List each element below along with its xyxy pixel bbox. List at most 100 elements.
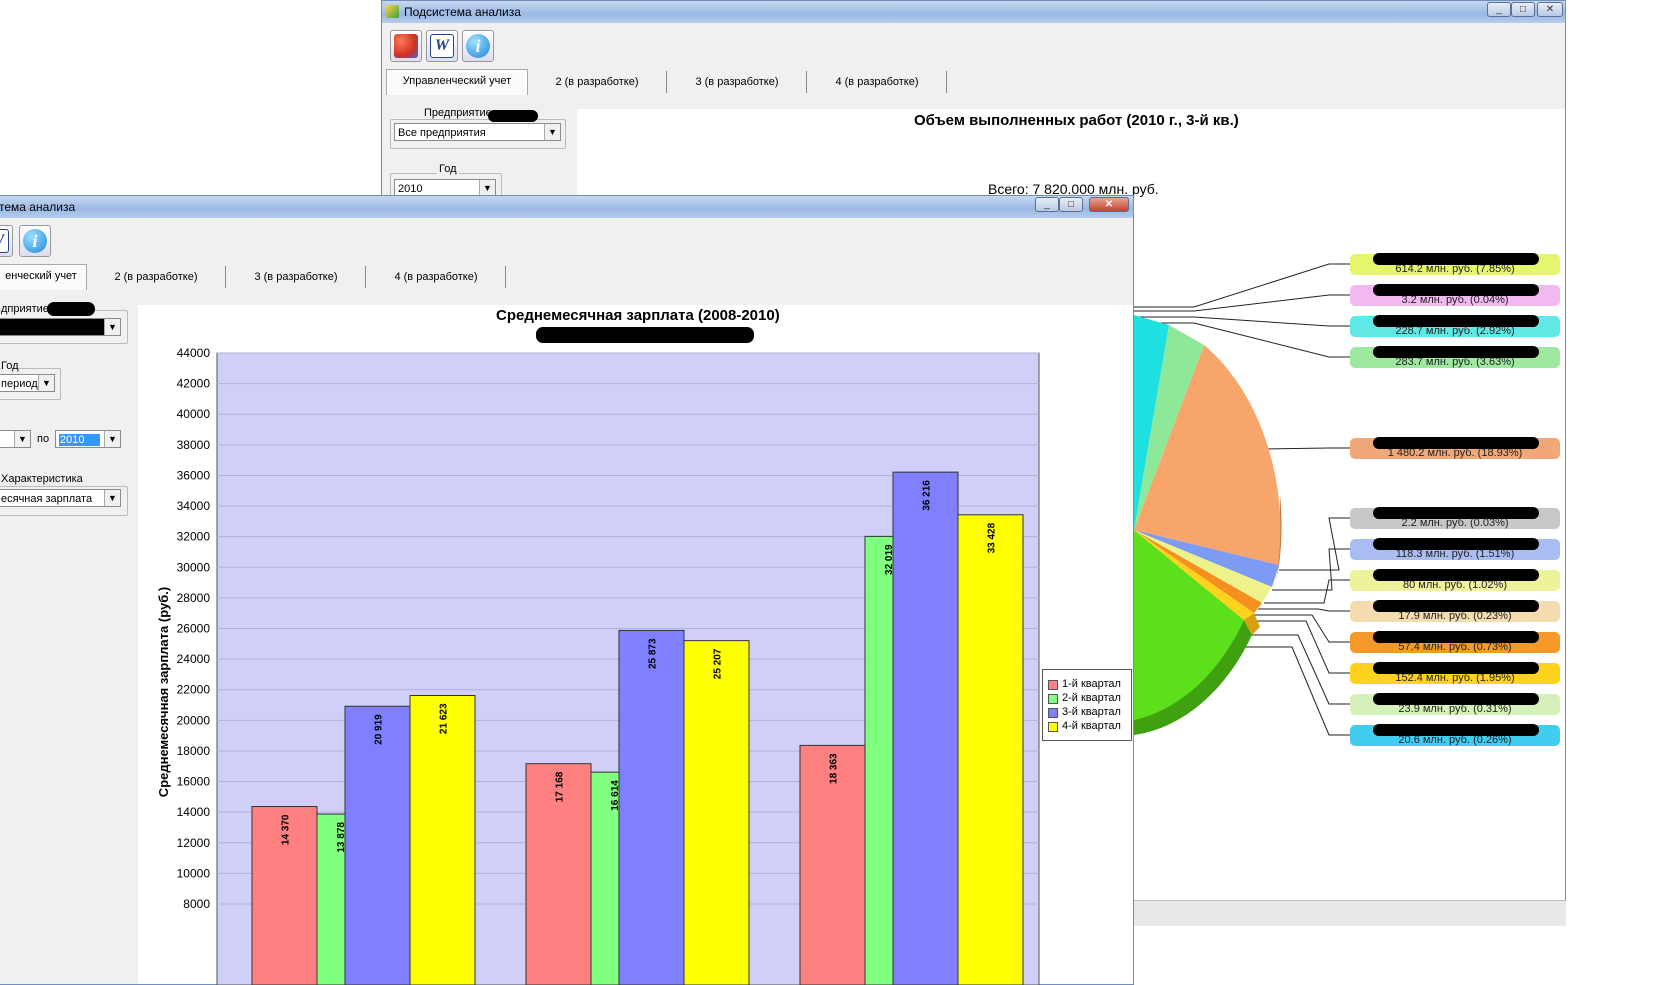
pie-label: 228.7 млн. руб. (2.92%) <box>1350 315 1560 337</box>
characteristic-select[interactable]: есячная зарплата ▼ <box>0 489 121 507</box>
pie-leader-line <box>1272 548 1350 591</box>
redacted-block <box>1373 600 1539 612</box>
pie-leader-line <box>1246 620 1350 674</box>
pie-label: 57.4 млн. руб. (0.73%) <box>1350 631 1560 653</box>
tab-management[interactable]: енческий учет <box>0 264 87 290</box>
legend-item: 1-й квартал <box>1062 678 1121 690</box>
year-select[interactable]: период ▼ <box>0 374 55 392</box>
to-year-value: 2010 <box>59 434 101 446</box>
pie-slice-yellow <box>1134 530 1254 620</box>
pie-total: Всего: 7 820.000 млн. руб. <box>988 181 1159 197</box>
to-label: по <box>37 433 50 445</box>
tab-3[interactable]: 3 (в разработке) <box>668 71 807 93</box>
pie-leader-line <box>1134 294 1350 312</box>
characteristic-group <box>0 486 128 516</box>
pie-label: 23.9 млн. руб. (0.31%) <box>1350 693 1560 715</box>
pie-label-text: 1 480.2 млн. руб. (18.93%) <box>1387 447 1523 459</box>
maximize-button[interactable]: □ <box>1059 197 1083 212</box>
tab-4[interactable]: 4 (в разработке) <box>808 71 947 93</box>
pie-label-text: 3.2 млн. руб. (0.04%) <box>1401 294 1509 306</box>
pie-slice-green-side <box>1134 620 1252 735</box>
chevron-down-icon: ▼ <box>104 431 120 447</box>
year-label: Год <box>437 163 459 175</box>
redacted-block <box>1373 507 1539 519</box>
front-window-titlebar[interactable]: тема анализа _ □ ✕ <box>0 196 1133 218</box>
pie-label: 283.7 млн. руб. (3.63%) <box>1350 346 1560 368</box>
pie-leader-line <box>1258 608 1350 612</box>
enterprise-label: дприятие <box>1 303 49 315</box>
to-year-select[interactable]: 2010 ▼ <box>55 430 121 448</box>
pie-label: 3.2 млн. руб. (0.04%) <box>1350 284 1560 306</box>
chevron-down-icon: ▼ <box>544 124 560 140</box>
front-window: тема анализа _ □ ✕ W i енческий учет 2 (… <box>0 195 1134 985</box>
redacted-block <box>1373 437 1539 449</box>
pie-chart-title: Объем выполненных работ (2010 г., 3-й кв… <box>914 112 1239 129</box>
characteristic-select-value: есячная зарплата <box>1 493 93 505</box>
database-button[interactable] <box>390 30 422 62</box>
enterprise-label: Предприятие <box>422 107 494 119</box>
enterprise-select-value: Все предприятия <box>398 127 486 139</box>
chevron-down-icon: ▼ <box>104 490 120 506</box>
pie-label-text: 80 млн. руб. (1.02%) <box>1402 579 1507 591</box>
close-button[interactable]: ✕ <box>1537 2 1563 17</box>
pie-label: 2.2 млн. руб. (0.03%) <box>1350 507 1560 529</box>
pie-label-text: 118.3 млн. руб. (1.51%) <box>1395 548 1515 560</box>
pie-slice-cyan <box>1134 315 1169 530</box>
pie-label: 614.2 млн. руб. (7.85%) <box>1350 253 1560 275</box>
pie-label-text: 614.2 млн. руб. (7.85%) <box>1395 263 1515 275</box>
pie-label: 17.9 млн. руб. (0.23%) <box>1350 600 1560 622</box>
maximize-button[interactable]: □ <box>1511 2 1535 17</box>
pie-label: 20.6 млн. руб. (0.26%) <box>1350 724 1560 746</box>
pie-leader-line <box>1252 614 1350 643</box>
legend-item: 4-й квартал <box>1062 720 1121 732</box>
chevron-down-icon: ▼ <box>479 180 495 196</box>
tab-2[interactable]: 2 (в разработке) <box>87 266 226 288</box>
minimize-button[interactable]: _ <box>1035 197 1059 212</box>
database-icon <box>394 34 418 58</box>
redacted-block <box>1373 538 1539 550</box>
info-icon: i <box>466 34 490 58</box>
characteristic-label: Характеристика <box>1 473 83 485</box>
pie-label: 152.4 млн. руб. (1.95%) <box>1350 662 1560 684</box>
close-button[interactable]: ✕ <box>1089 197 1129 212</box>
redacted-block <box>1373 724 1539 736</box>
pie-leader-line <box>1238 634 1350 705</box>
pie-label-text: 20.6 млн. руб. (0.26%) <box>1398 734 1512 746</box>
back-window-bottom-scrollbar[interactable] <box>1134 900 1566 926</box>
year-label: Год <box>1 360 19 372</box>
enterprise-select[interactable]: ▼ <box>0 318 121 336</box>
info-button[interactable]: i <box>19 225 51 257</box>
redacted-block <box>1373 284 1539 296</box>
word-icon: W <box>0 229 9 253</box>
year-select-value: период <box>1 378 38 390</box>
minimize-button[interactable]: _ <box>1487 2 1511 17</box>
chevron-down-icon: ▼ <box>38 375 54 391</box>
pie-slice-orange-side <box>1276 495 1282 580</box>
word-export-button[interactable]: W <box>426 30 458 62</box>
pie-label-text: 17.9 млн. руб. (0.23%) <box>1398 610 1512 622</box>
enterprise-select[interactable]: Все предприятия ▼ <box>394 123 561 141</box>
pie-leader-line <box>1279 517 1350 571</box>
pie-slice-orange <box>1134 345 1281 565</box>
word-icon: W <box>430 34 454 58</box>
back-window-titlebar[interactable]: Подсистема анализа _ □ ✕ <box>382 1 1565 23</box>
pie-slice-lightyellow <box>1134 530 1272 603</box>
redacted-block <box>1373 569 1539 581</box>
pie-slice-blue <box>1134 530 1279 587</box>
tab-2[interactable]: 2 (в разработке) <box>528 71 667 93</box>
tab-management[interactable]: Управленческий учет <box>386 69 528 95</box>
pie-leader-line <box>1134 263 1350 308</box>
pie-leader-line <box>1134 322 1350 358</box>
word-export-button[interactable]: W <box>0 225 13 257</box>
pie-slice-darkorange <box>1134 530 1262 613</box>
pie-label-text: 152.4 млн. руб. (1.95%) <box>1395 672 1515 684</box>
tab-3[interactable]: 3 (в разработке) <box>227 266 366 288</box>
tab-4[interactable]: 4 (в разработке) <box>367 266 506 288</box>
chevron-down-icon: ▼ <box>14 431 30 447</box>
from-year-select[interactable]: ▼ <box>0 430 31 448</box>
info-button[interactable]: i <box>462 30 494 62</box>
legend-swatch <box>1048 722 1058 732</box>
pie-label-text: 2.2 млн. руб. (0.03%) <box>1401 517 1509 529</box>
chevron-down-icon: ▼ <box>104 319 120 335</box>
bar-chart-pane: Среднемесячная зарплата (2008-2010) <box>138 305 1133 984</box>
